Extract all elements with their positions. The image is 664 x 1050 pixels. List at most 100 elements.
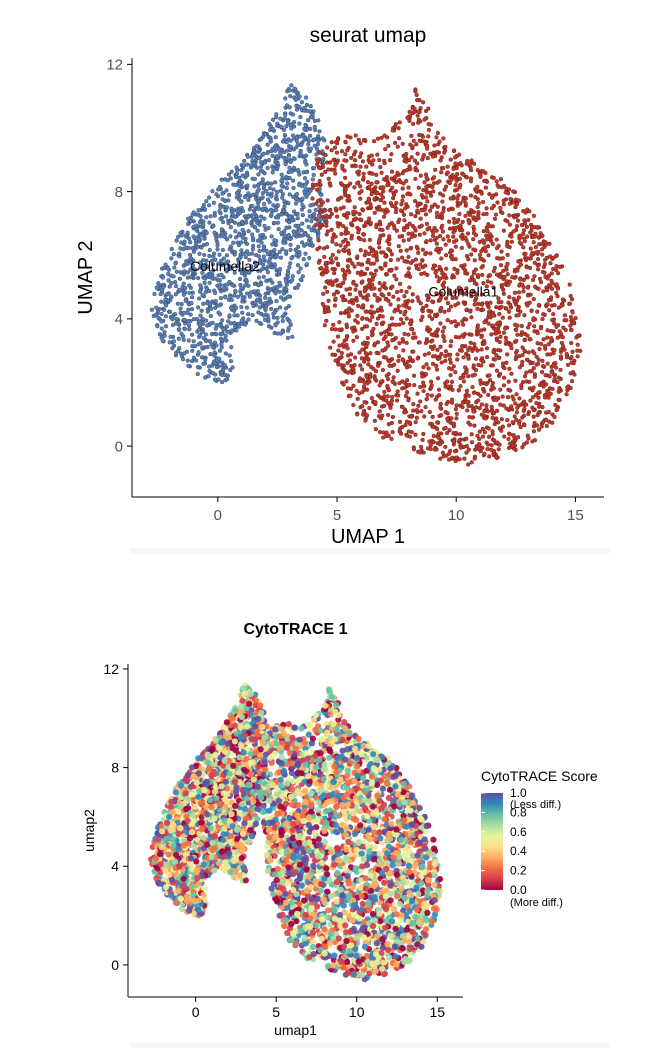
point-columella1 xyxy=(484,403,489,408)
point-columella2 xyxy=(270,242,275,247)
point-columella1 xyxy=(425,143,430,148)
point-columella2 xyxy=(256,156,261,161)
point-columella1 xyxy=(495,200,500,205)
point-columella1 xyxy=(386,433,391,438)
point-columella1 xyxy=(425,156,430,161)
point-columella1 xyxy=(415,201,421,206)
point-columella1 xyxy=(418,106,423,111)
point-columella1 xyxy=(466,241,471,247)
point-columella1 xyxy=(562,313,567,318)
point-columella1 xyxy=(402,218,407,223)
point-columella1 xyxy=(575,354,580,359)
point-columella1 xyxy=(321,291,326,296)
point-columella2 xyxy=(304,170,309,175)
point-columella1 xyxy=(378,395,383,400)
point-columella2 xyxy=(233,229,238,234)
point-columella1 xyxy=(434,228,439,233)
point-columella2 xyxy=(182,351,187,356)
point-columella1 xyxy=(501,202,506,207)
point-columella1 xyxy=(424,362,429,367)
point-columella1 xyxy=(438,401,443,406)
point-columella1 xyxy=(463,196,468,201)
point-columella1 xyxy=(442,280,447,285)
point-columella2 xyxy=(214,236,219,242)
point-columella2 xyxy=(205,344,210,350)
point-columella2 xyxy=(268,207,273,212)
point-columella1 xyxy=(360,279,365,284)
point-columella1 xyxy=(515,405,520,410)
point-columella1 xyxy=(400,386,405,391)
point-columella1 xyxy=(333,296,338,301)
point-columella1 xyxy=(489,447,494,452)
point-columella1 xyxy=(377,287,382,292)
point-columella1 xyxy=(409,260,414,266)
point-columella1 xyxy=(432,225,437,231)
point-columella2 xyxy=(174,238,179,243)
point-columella1 xyxy=(327,208,332,213)
point-columella2 xyxy=(171,274,176,279)
point-columella1 xyxy=(372,272,377,277)
point-columella2 xyxy=(209,306,214,311)
point-columella1 xyxy=(352,185,357,190)
point-columella1 xyxy=(548,391,553,396)
point-columella1 xyxy=(480,434,485,439)
point-columella2 xyxy=(258,300,263,305)
point-columella2 xyxy=(246,312,251,317)
point-columella2 xyxy=(314,152,319,157)
point-columella1 xyxy=(361,271,366,277)
point-columella1 xyxy=(365,180,371,185)
point-columella1 xyxy=(471,215,476,220)
point-columella1 xyxy=(546,409,551,415)
point-columella2 xyxy=(219,342,224,347)
point-columella1 xyxy=(428,251,433,256)
point-columella1 xyxy=(367,160,372,165)
point-columella2 xyxy=(263,160,268,165)
point-columella1 xyxy=(329,140,334,145)
point-columella1 xyxy=(492,422,497,427)
point-columella2 xyxy=(258,282,263,287)
point-columella2 xyxy=(306,138,311,144)
point-columella1 xyxy=(372,341,377,346)
point-columella1 xyxy=(416,298,421,303)
point-columella1 xyxy=(310,185,315,190)
point-columella1 xyxy=(555,380,560,385)
point-columella2 xyxy=(252,281,257,286)
point-columella1 xyxy=(439,351,444,357)
point-columella1 xyxy=(325,198,330,203)
point-columella1 xyxy=(438,456,443,461)
point-columella1 xyxy=(453,407,458,412)
point-columella1 xyxy=(356,303,361,308)
point-columella2 xyxy=(293,201,299,206)
point-columella1 xyxy=(467,219,472,224)
point-columella2 xyxy=(220,338,225,343)
point-columella2 xyxy=(184,233,189,238)
point-columella2 xyxy=(267,257,272,262)
point-columella2 xyxy=(306,118,311,123)
point-columella2 xyxy=(182,326,187,331)
point-columella1 xyxy=(472,456,477,461)
point-columella1 xyxy=(414,142,419,147)
point-columella1 xyxy=(455,172,460,177)
point-columella1 xyxy=(480,387,486,392)
point-columella1 xyxy=(451,274,457,280)
point-columella1 xyxy=(516,290,522,295)
point-columella1 xyxy=(448,448,453,454)
point-columella1 xyxy=(458,376,463,381)
point-columella2 xyxy=(307,109,313,114)
point-columella1 xyxy=(353,163,358,169)
point-columella1 xyxy=(501,330,506,335)
point-columella1 xyxy=(393,122,398,127)
point-columella1 xyxy=(535,413,540,418)
point-columella2 xyxy=(217,209,222,214)
point-columella1 xyxy=(484,346,490,351)
point-columella1 xyxy=(497,340,502,345)
x-tick-label: 5 xyxy=(333,507,341,524)
point-columella1 xyxy=(385,239,390,244)
point-columella1 xyxy=(329,326,335,332)
point-columella1 xyxy=(544,423,549,429)
point-columella1 xyxy=(373,427,378,432)
point-columella2 xyxy=(251,192,256,197)
point-columella1 xyxy=(480,238,485,243)
point-columella1 xyxy=(549,271,554,276)
point-columella1 xyxy=(424,184,429,189)
